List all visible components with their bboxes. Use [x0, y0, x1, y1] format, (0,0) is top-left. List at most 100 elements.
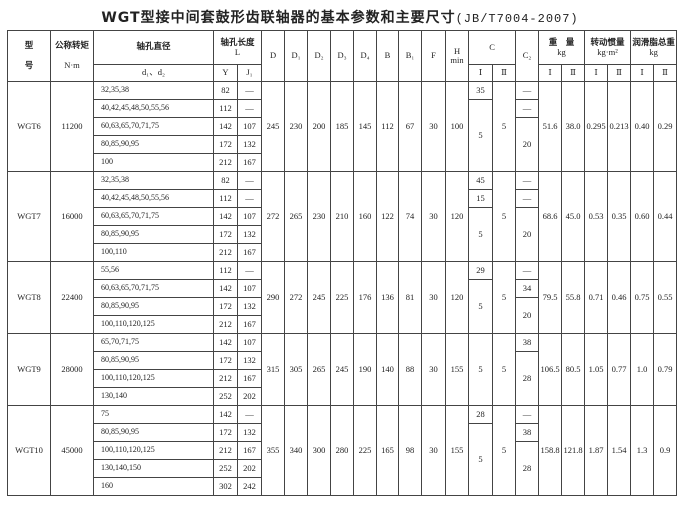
length-J1-cell: —: [236, 171, 263, 190]
length-Y-cell: 172: [213, 297, 238, 316]
length-J1-cell: 167: [236, 369, 263, 388]
header-weight-I: Ⅰ: [538, 64, 563, 82]
length-Y-cell: 172: [213, 225, 238, 244]
D1-cell: 272: [284, 261, 309, 334]
table-row: 160 302 242: [8, 477, 677, 496]
table-row: 80,85,90,95 172 132 5 38: [8, 423, 677, 496]
header-Y: Y: [213, 64, 238, 82]
D3-cell: 185: [330, 81, 355, 172]
header-inertia-I: Ⅰ: [584, 64, 609, 82]
table-row: 100,110,120,125 212 167: [8, 369, 677, 388]
length-J1-cell: 107: [236, 207, 263, 226]
D3-cell: 210: [330, 171, 355, 262]
header-D4: D₄: [353, 30, 378, 82]
grease-II-cell: 0.55: [653, 261, 678, 334]
weight-I-cell: 106.5: [538, 333, 563, 406]
length-J1-cell: 242: [236, 477, 263, 496]
B1-cell: 74: [398, 171, 423, 262]
H-cell: 120: [445, 171, 470, 262]
C-I-cell: 28: [468, 405, 494, 424]
C2-cell: —: [515, 189, 540, 208]
length-Y-cell: 252: [213, 459, 238, 478]
table-row: 80,85,90,95 172 132 28: [8, 351, 677, 406]
D-cell: 272: [261, 171, 286, 262]
B-cell: 140: [376, 333, 400, 406]
bore-diameter-cell: 130,140: [93, 387, 214, 406]
D3-cell: 245: [330, 333, 355, 406]
bore-diameter-cell: 80,85,90,95: [93, 297, 214, 316]
D4-cell: 225: [353, 405, 378, 496]
bore-diameter-cell: 32,35,38: [93, 81, 214, 100]
header-weight: 重 量 kg: [538, 30, 586, 65]
length-Y-cell: 112: [213, 189, 238, 208]
C2-cell: 20: [515, 117, 540, 172]
D2-cell: 265: [307, 333, 332, 406]
length-J1-cell: 167: [236, 315, 263, 334]
C-I-cell: 15: [468, 189, 494, 208]
D1-cell: 305: [284, 333, 309, 406]
header-torque: 公称转矩 N·m: [50, 30, 94, 82]
H-cell: 100: [445, 81, 470, 172]
length-Y-cell: 112: [213, 99, 238, 118]
table-row: 60,63,65,70,71,75 142 107 20: [8, 117, 677, 172]
bore-diameter-cell: 130,140,150: [93, 459, 214, 478]
C2-cell: 34: [515, 279, 540, 298]
length-J1-cell: 132: [236, 423, 263, 442]
inertia-II-cell: 0.77: [607, 333, 632, 406]
header-D2: D₂: [307, 30, 332, 82]
inertia-I-cell: 1.87: [584, 405, 609, 496]
length-Y-cell: 252: [213, 387, 238, 406]
model-cell: WGT6: [7, 81, 51, 172]
bore-diameter-cell: 40,42,45,48,50,55,56: [93, 189, 214, 208]
length-Y-cell: 212: [213, 243, 238, 262]
B1-cell: 88: [398, 333, 423, 406]
header-bore-sub: d₁、d₂: [93, 64, 214, 82]
F-cell: 30: [421, 405, 447, 496]
D-cell: 355: [261, 405, 286, 496]
length-J1-cell: 202: [236, 387, 263, 406]
header-length: 轴孔长度 L: [212, 30, 263, 65]
title-standard: (JB/T7004-2007): [455, 12, 579, 26]
length-J1-cell: 167: [236, 441, 263, 460]
length-J1-cell: —: [236, 99, 263, 118]
length-J1-cell: 107: [236, 279, 263, 298]
table-row: 130,140 252 202: [8, 387, 677, 406]
weight-I-cell: 68.6: [538, 171, 563, 262]
length-Y-cell: 212: [213, 315, 238, 334]
D2-cell: 245: [307, 261, 332, 334]
C2-cell: —: [515, 261, 540, 280]
bore-diameter-cell: 80,85,90,95: [93, 351, 214, 370]
table-title: WGT型接中间套鼓形齿联轴器的基本参数和主要尺寸(JB/T7004-2007): [0, 7, 680, 27]
header-B1: B₁: [398, 30, 423, 82]
B-cell: 112: [376, 81, 400, 172]
C-I-cell: 45: [468, 171, 494, 190]
B-cell: 136: [376, 261, 400, 334]
table-row: 80,85,90,95 172 132: [8, 225, 677, 244]
length-J1-cell: 132: [236, 135, 263, 154]
bore-diameter-cell: 100,110,120,125: [93, 315, 214, 334]
D-cell: 245: [261, 81, 286, 172]
weight-II-cell: 55.8: [561, 261, 586, 334]
header-grease: 润滑脂总重 kg: [630, 30, 678, 65]
D4-cell: 145: [353, 81, 378, 172]
model-cell: WGT7: [7, 171, 51, 262]
torque-cell: 16000: [50, 171, 94, 262]
header-C-II: Ⅱ: [492, 64, 517, 82]
table-row: WGT7 16000 32,35,38 82—272 265 230 210 160 122 74…: [7, 171, 678, 262]
header-bore: 轴孔直径: [93, 30, 214, 65]
D-cell: 290: [261, 261, 286, 334]
F-cell: 30: [421, 333, 447, 406]
length-J1-cell: 107: [236, 333, 263, 352]
C-II-cell: 5: [492, 81, 517, 172]
torque-cell: 28000: [50, 333, 94, 406]
table-row: 130,140,150 252 202: [8, 459, 677, 478]
table-row: 40,42,45,48,50,55,56 112—5—: [8, 99, 677, 172]
header-C-I: Ⅰ: [468, 64, 494, 82]
length-Y-cell: 142: [213, 405, 238, 424]
length-J1-cell: 202: [236, 459, 263, 478]
C-I-cell: 29: [468, 261, 494, 280]
model-cell: WGT8: [7, 261, 51, 334]
length-Y-cell: 112: [213, 261, 238, 280]
C-I-cell: 35: [468, 81, 494, 100]
